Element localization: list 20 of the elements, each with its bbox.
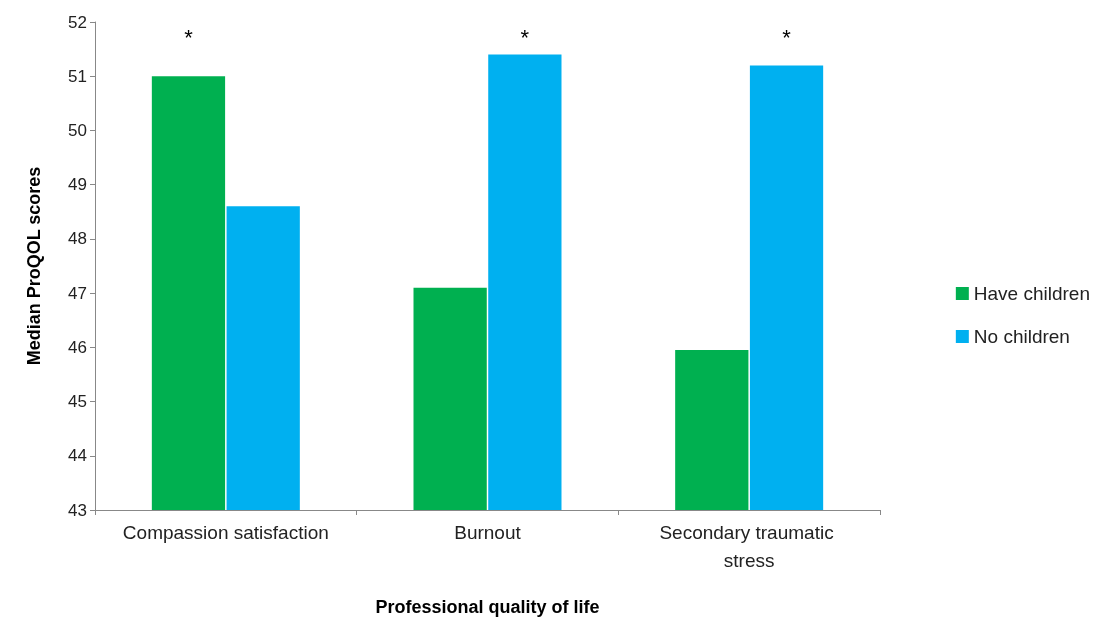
legend-label: Have children — [973, 283, 1090, 304]
annotation: * — [520, 24, 530, 50]
annotation: * — [782, 24, 792, 50]
x-tick-label: Secondary traumatic stress — [659, 521, 839, 571]
y-tick-label: 43 — [68, 500, 87, 520]
y-tick-label: 45 — [68, 392, 87, 412]
y-tick-label: 47 — [68, 283, 87, 303]
y-tick-label: 50 — [68, 120, 87, 140]
y-tick-label: 51 — [68, 66, 87, 86]
y-axis-title: Median ProQOL scores — [24, 166, 44, 366]
x-tick-label: Compassion satisfaction — [122, 521, 329, 543]
y-tick-label: 48 — [68, 229, 87, 249]
annotation: * — [184, 24, 194, 50]
y-tick-label: 46 — [68, 337, 87, 357]
x-axis-title: Professional quality of life — [375, 597, 600, 617]
legend-label: No children — [973, 326, 1070, 347]
y-tick-label: 44 — [68, 446, 87, 466]
y-tick-label: 49 — [68, 175, 87, 195]
y-tick-label: 52 — [68, 12, 87, 32]
x-tick-label: Burnout — [454, 521, 522, 543]
